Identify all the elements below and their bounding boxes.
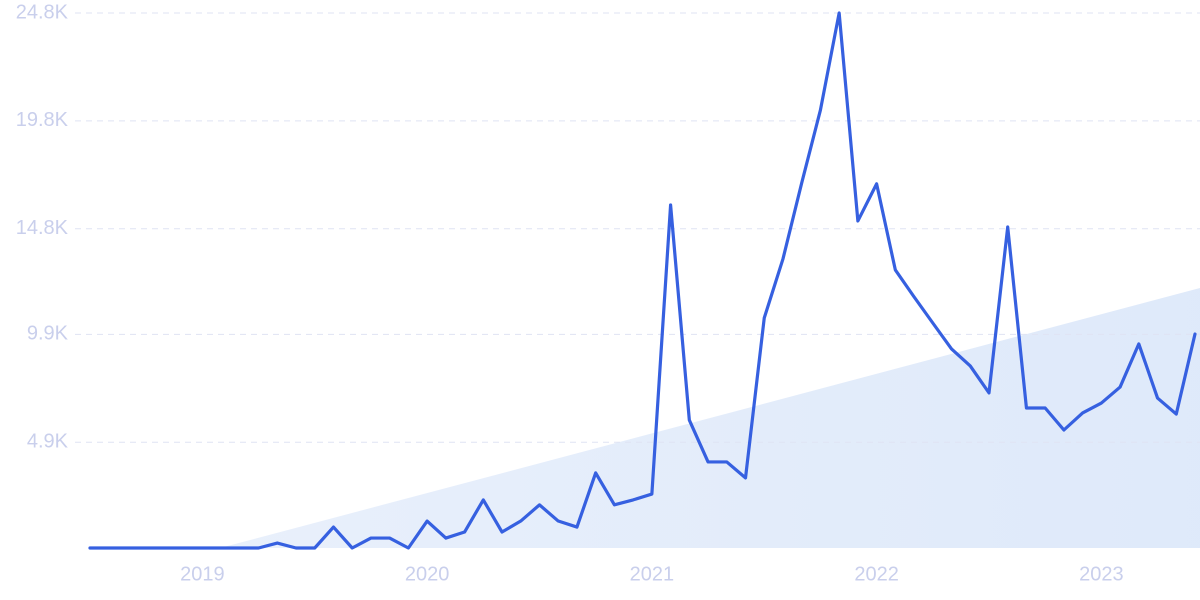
y-tick-label: 4.9K [27, 431, 69, 453]
x-tick-label: 2022 [854, 563, 899, 585]
y-tick-label: 14.8K [16, 217, 69, 239]
x-tick-label: 2019 [180, 563, 225, 585]
grid: 4.9K 9.9K 14.8K 19.8K 24.8K 2019 2020 2021 2022 2… [16, 1, 1200, 585]
y-tick-label: 9.9K [27, 323, 69, 345]
y-tick-label: 19.8K [16, 109, 69, 131]
y-tick-label: 24.8K [16, 1, 69, 23]
x-tick-label: 2020 [405, 563, 450, 585]
line [88, 11, 1197, 550]
x-tick-label: 2021 [630, 563, 675, 585]
plot [88, 11, 1197, 550]
x-tick-label: 2023 [1079, 563, 1124, 585]
